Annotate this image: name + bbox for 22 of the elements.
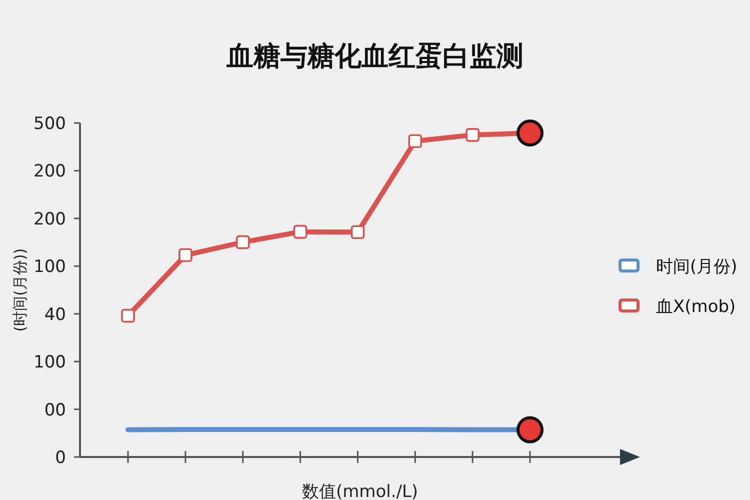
x-axis-title: 数值(mmol./L) — [302, 482, 418, 500]
text: 100 — [34, 257, 66, 278]
point — [350, 225, 365, 240]
point — [516, 120, 544, 146]
point — [236, 235, 250, 250]
legend-label: 血X(mob) — [656, 297, 736, 317]
text: 00 — [44, 400, 66, 420]
text: 100 — [34, 352, 66, 373]
text: 40 — [44, 304, 66, 325]
text: 0 — [55, 448, 66, 468]
text: 500 — [34, 114, 66, 134]
point — [516, 416, 544, 444]
point — [293, 224, 308, 239]
legend-label: 时间(月份) — [656, 257, 738, 277]
text: 200 — [34, 162, 66, 182]
point — [466, 128, 480, 142]
point — [121, 308, 135, 323]
y-axis-title: (时间(月份)) — [11, 248, 29, 332]
point — [408, 134, 422, 148]
text: 200 — [34, 209, 66, 230]
point — [178, 248, 192, 262]
chart-title: 血糖与糖化血红蛋白监测 — [226, 41, 524, 72]
